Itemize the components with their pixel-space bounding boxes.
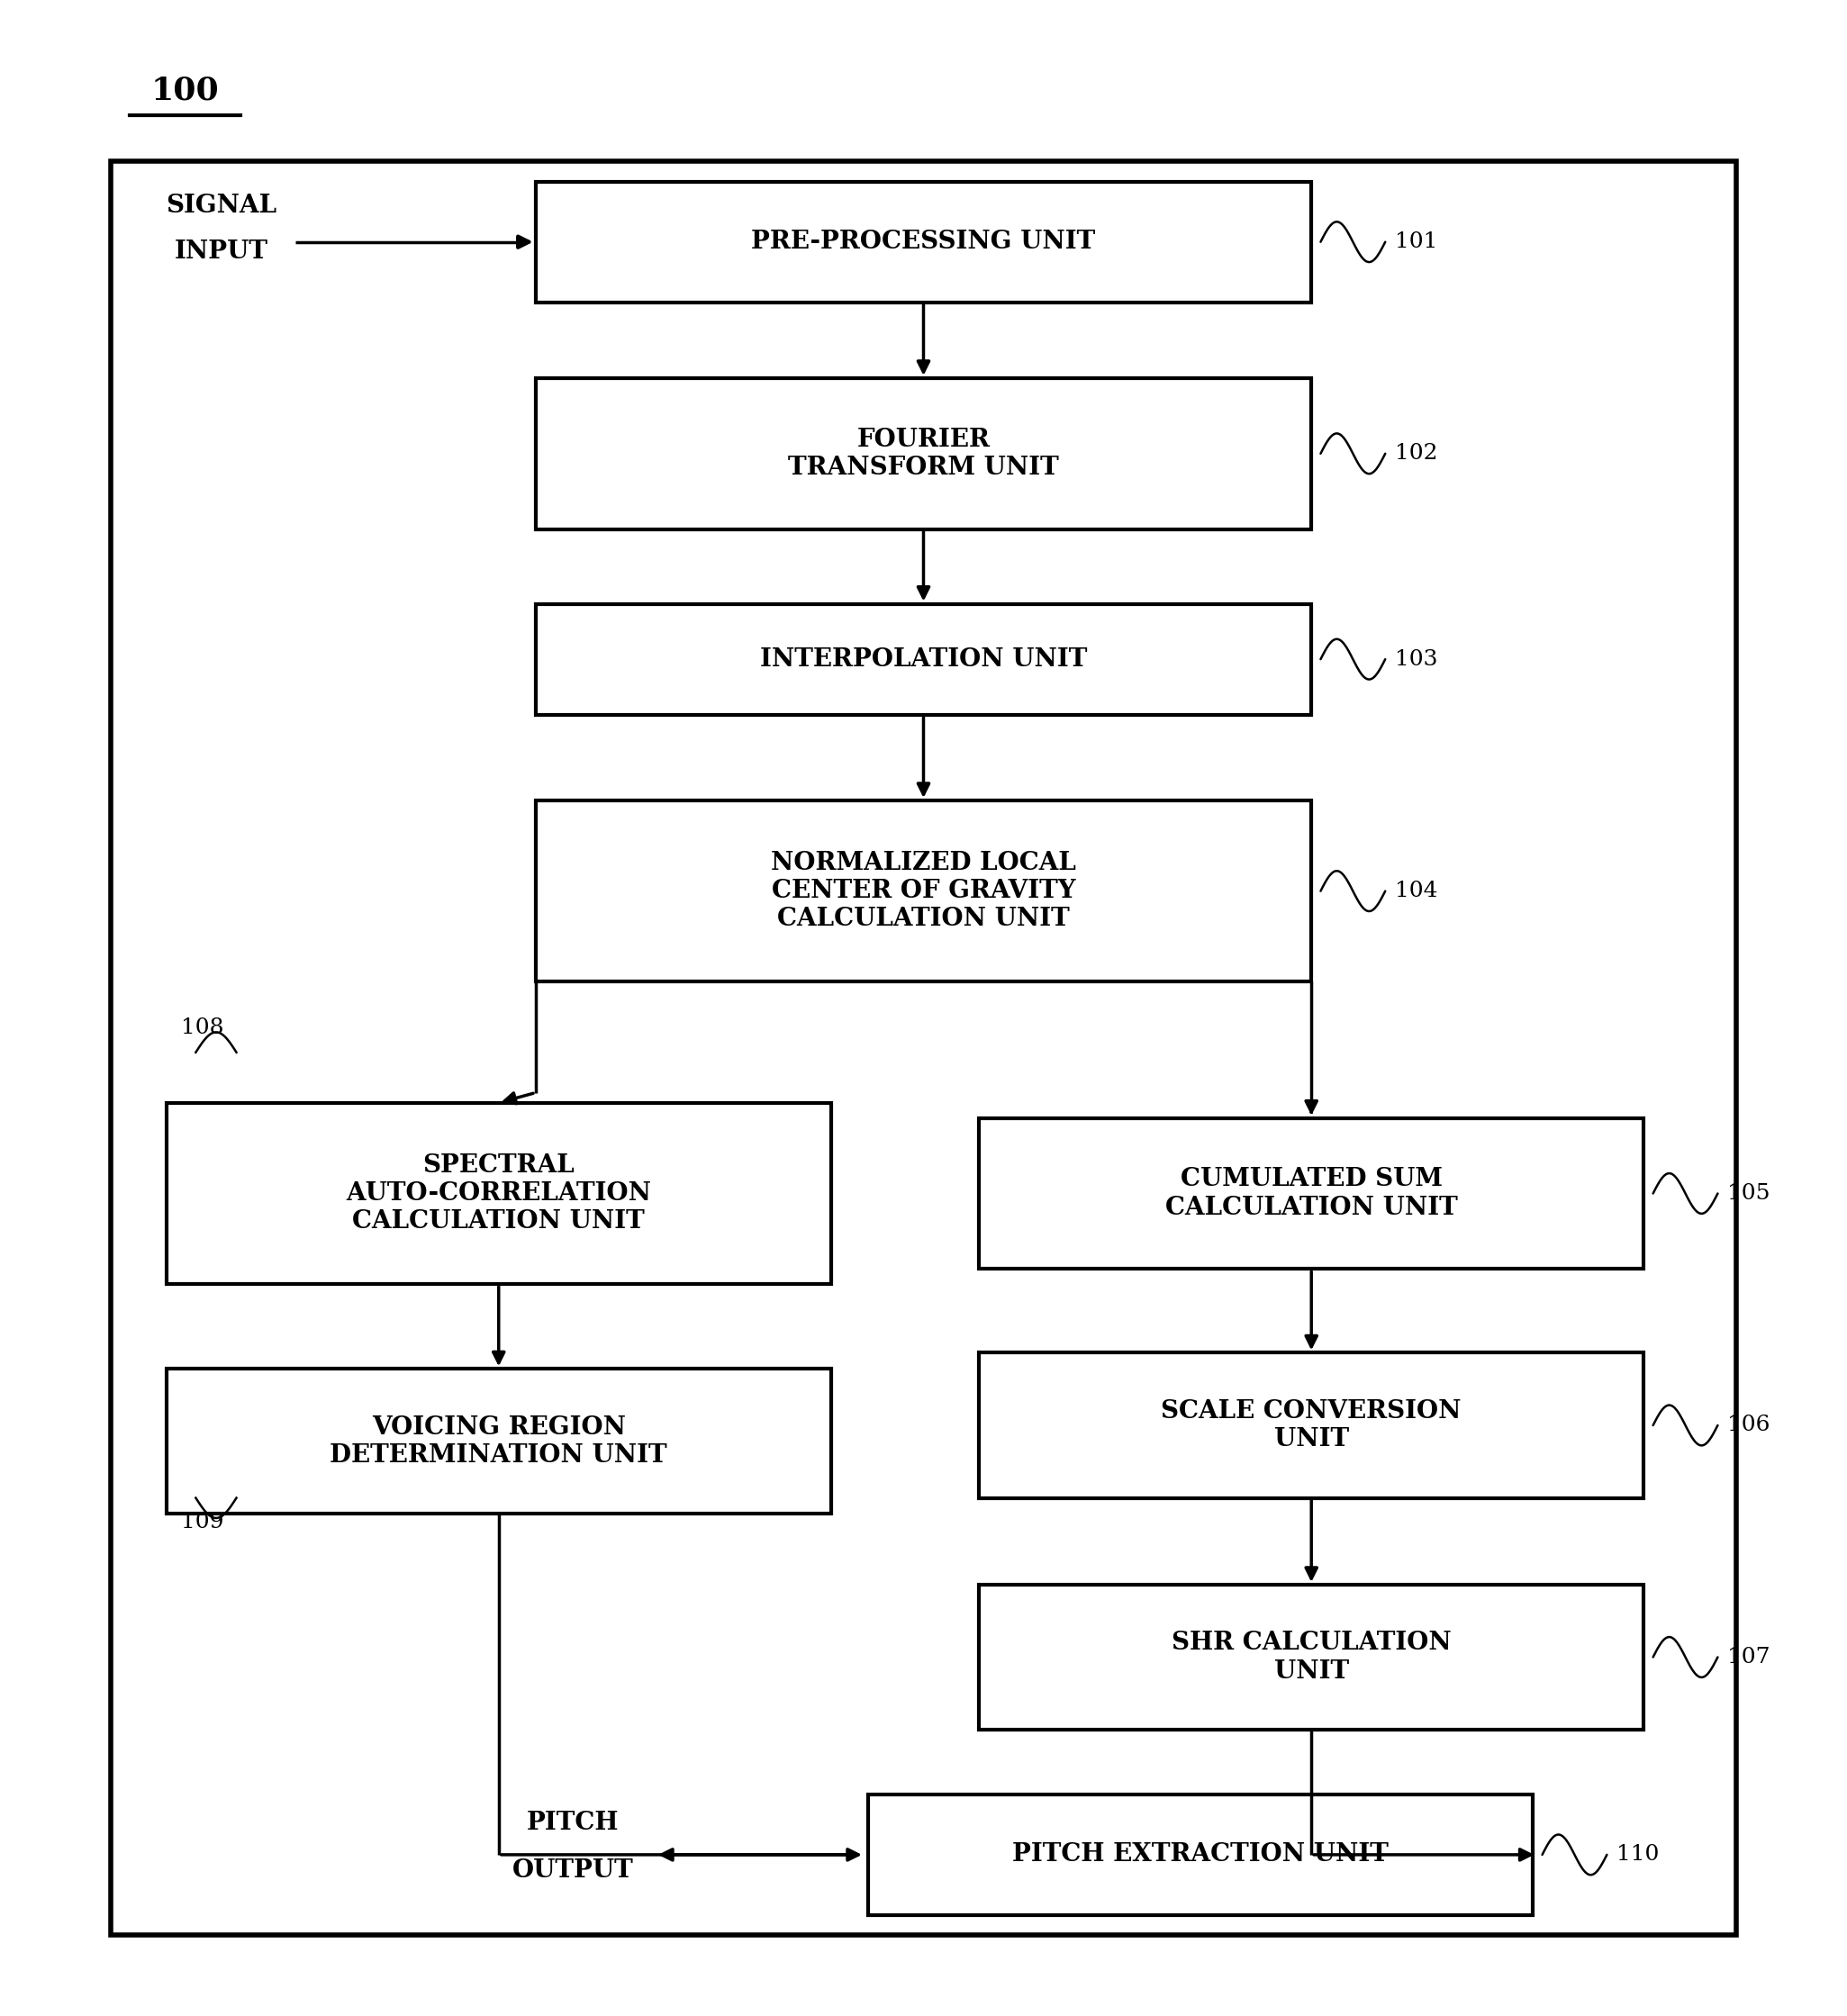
Text: NORMALIZED LOCAL
CENTER OF GRAVITY
CALCULATION UNIT: NORMALIZED LOCAL CENTER OF GRAVITY CALCU… (770, 851, 1077, 931)
Text: 106: 106 (1727, 1415, 1769, 1435)
Text: 109: 109 (181, 1512, 223, 1532)
Text: SPECTRAL
AUTO-CORRELATION
CALCULATION UNIT: SPECTRAL AUTO-CORRELATION CALCULATION UN… (345, 1153, 652, 1234)
Text: 107: 107 (1727, 1647, 1769, 1667)
Text: OUTPUT: OUTPUT (512, 1859, 634, 1883)
Text: PRE-PROCESSING UNIT: PRE-PROCESSING UNIT (752, 230, 1095, 254)
Text: CUMULATED SUM
CALCULATION UNIT: CUMULATED SUM CALCULATION UNIT (1165, 1167, 1457, 1220)
Text: 105: 105 (1727, 1183, 1769, 1204)
Text: 101: 101 (1394, 232, 1437, 252)
Text: INPUT: INPUT (175, 240, 268, 264)
Text: VOICING REGION
DETERMINATION UNIT: VOICING REGION DETERMINATION UNIT (331, 1415, 667, 1468)
Text: SCALE CONVERSION
UNIT: SCALE CONVERSION UNIT (1162, 1399, 1461, 1452)
Bar (536, 800, 1311, 982)
Text: PITCH EXTRACTION UNIT: PITCH EXTRACTION UNIT (1012, 1843, 1389, 1867)
Text: 102: 102 (1394, 444, 1437, 464)
Bar (536, 181, 1311, 302)
Text: PITCH: PITCH (526, 1810, 619, 1835)
Bar (166, 1103, 831, 1284)
Text: INTERPOLATION UNIT: INTERPOLATION UNIT (759, 647, 1088, 671)
Text: 100: 100 (151, 75, 218, 107)
Bar (979, 1585, 1644, 1730)
Bar (868, 1794, 1533, 1915)
Bar (166, 1369, 831, 1514)
Text: 110: 110 (1616, 1845, 1659, 1865)
Bar (111, 161, 1736, 1935)
Bar (536, 379, 1311, 530)
Text: 108: 108 (181, 1018, 223, 1038)
Text: SHR CALCULATION
UNIT: SHR CALCULATION UNIT (1171, 1631, 1452, 1683)
Bar (979, 1353, 1644, 1498)
Text: FOURIER
TRANSFORM UNIT: FOURIER TRANSFORM UNIT (789, 427, 1058, 480)
Text: SIGNAL: SIGNAL (166, 194, 277, 218)
Text: 103: 103 (1394, 649, 1437, 669)
Bar (979, 1117, 1644, 1270)
Text: 104: 104 (1394, 881, 1437, 901)
Bar (536, 603, 1311, 714)
